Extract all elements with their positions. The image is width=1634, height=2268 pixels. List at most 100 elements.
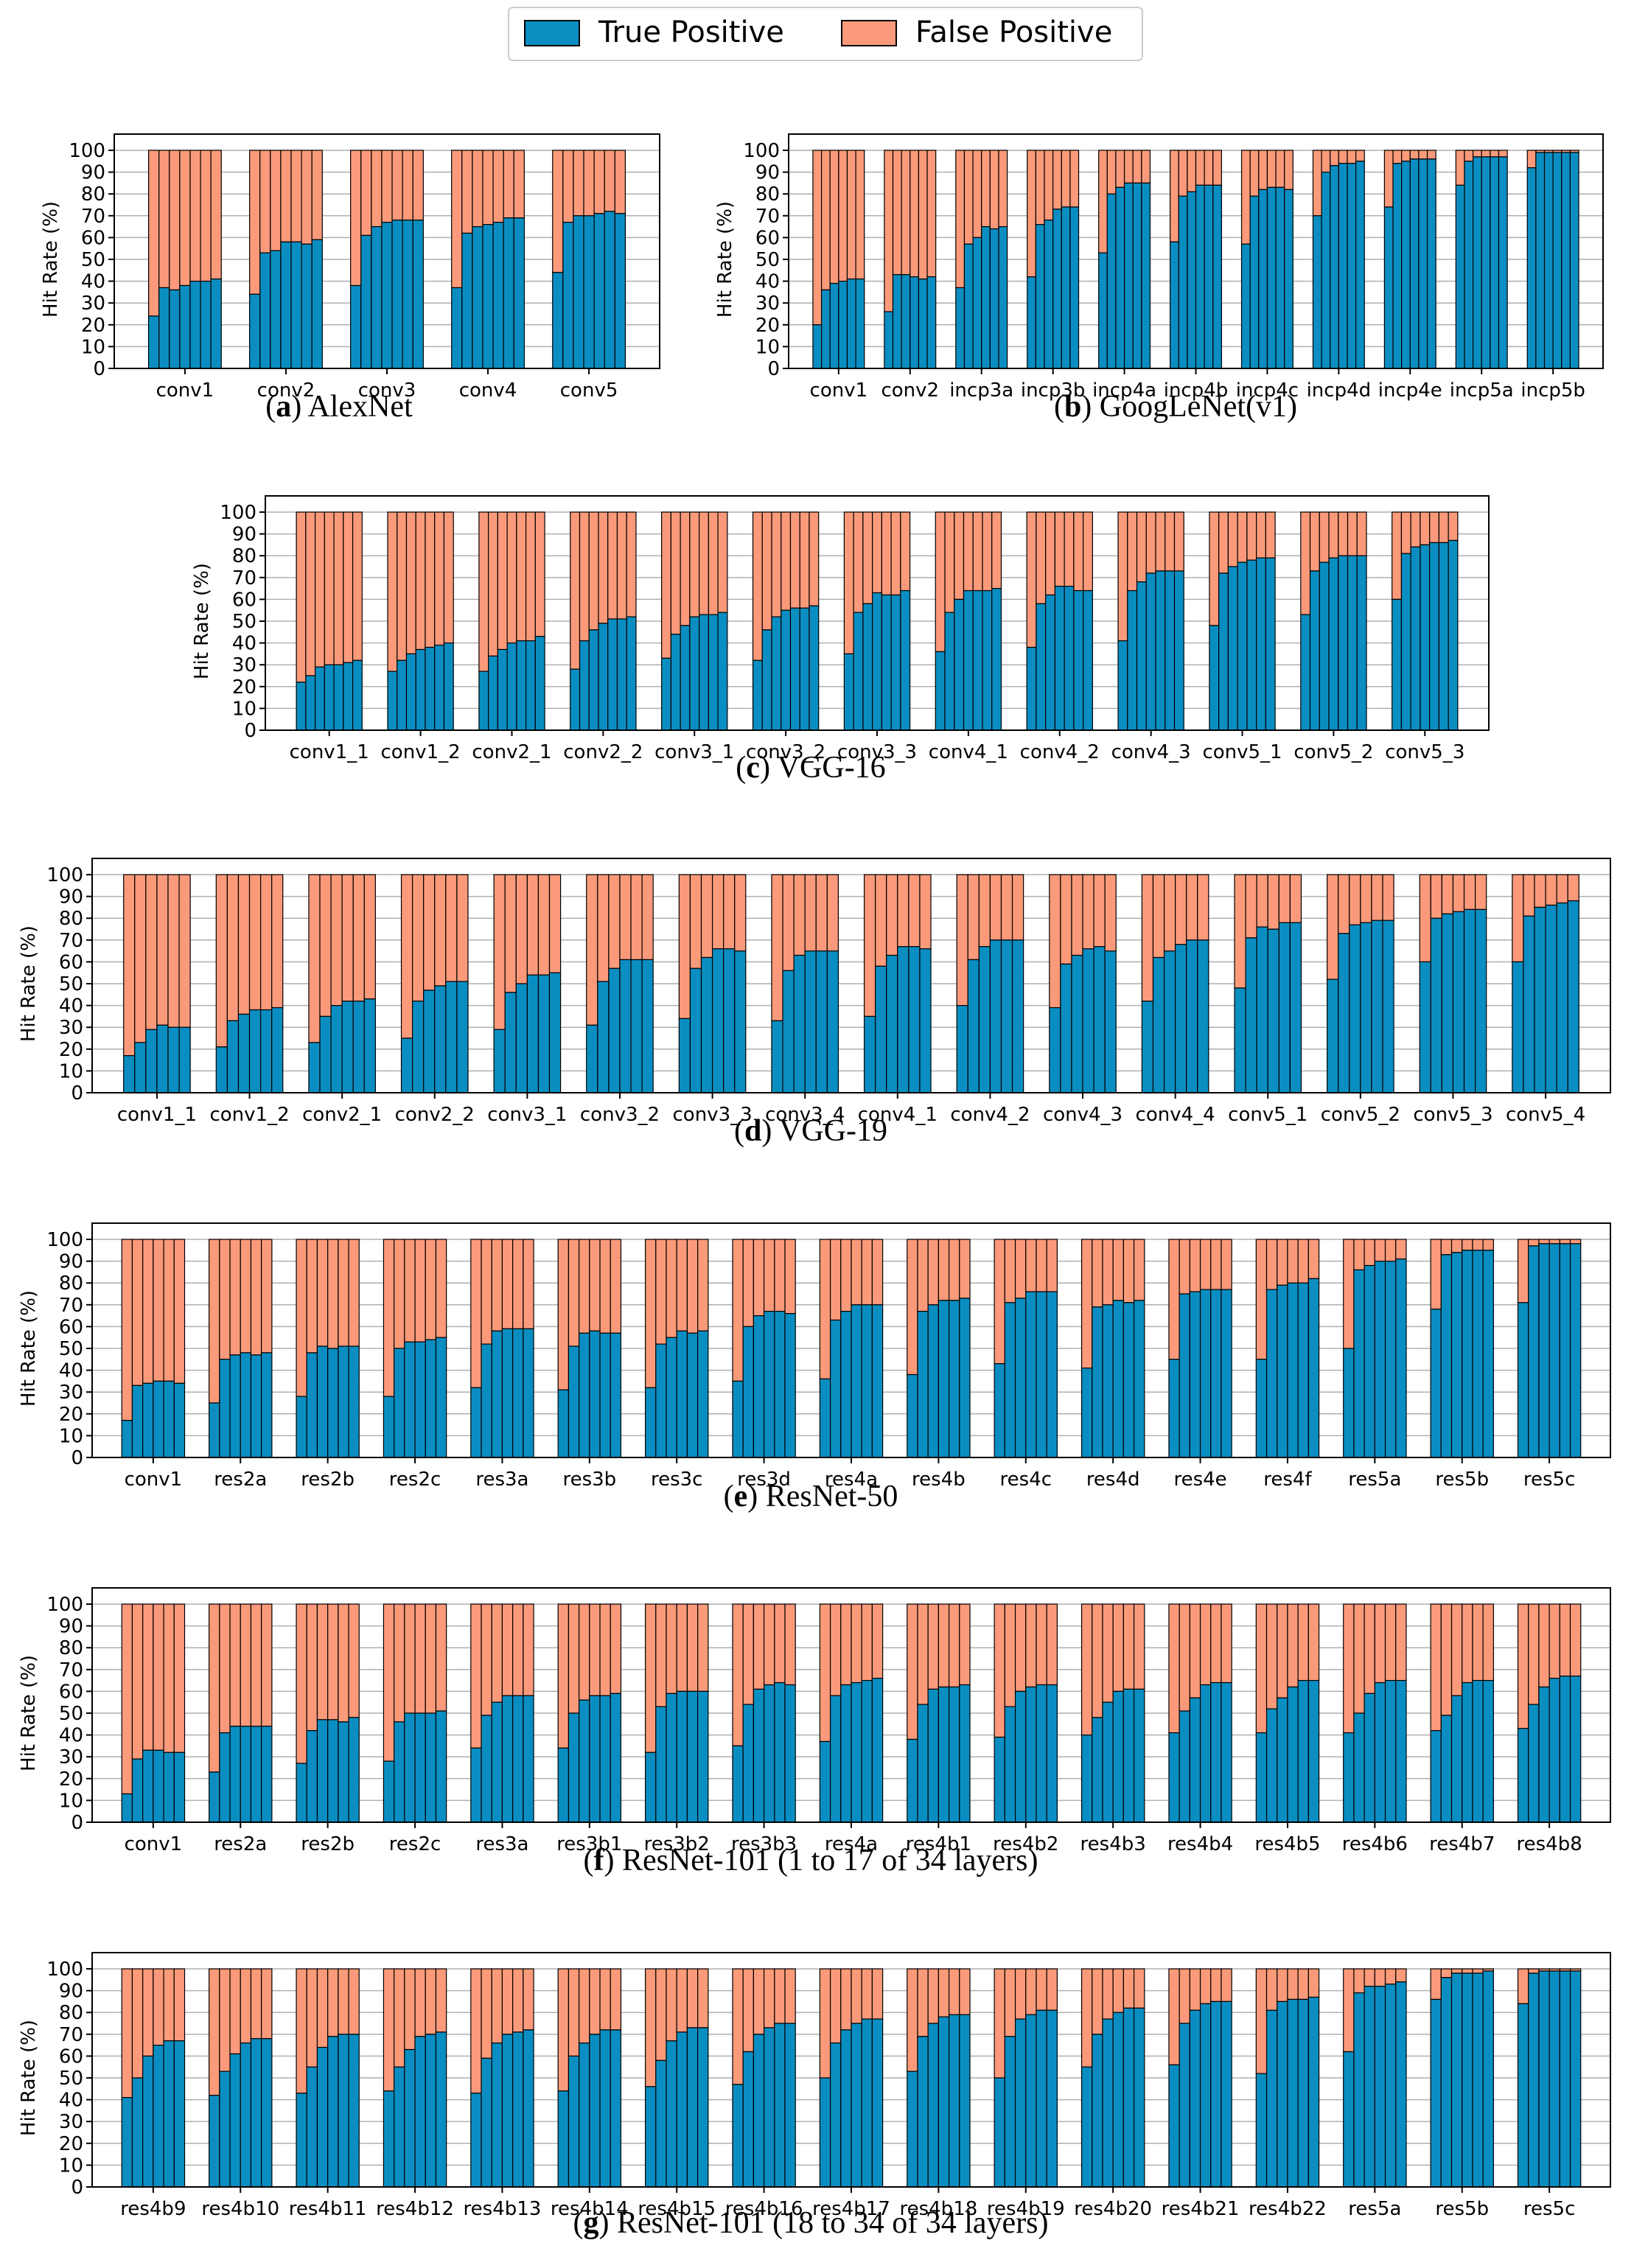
- bar-false-positive: [1426, 150, 1436, 160]
- x-tick-label: conv1_2: [209, 1104, 289, 1126]
- bar-false-positive: [1080, 1603, 1093, 1736]
- bar-false-positive: [523, 1603, 534, 1696]
- bar-true-positive: [700, 956, 713, 1093]
- y-tick-label: 100: [46, 1594, 83, 1616]
- bar-true-positive: [607, 618, 618, 731]
- x-tick-label: incp4d: [1307, 379, 1372, 402]
- x-tick-label: res4b12: [376, 2198, 454, 2220]
- bar-true-positive: [1338, 555, 1349, 731]
- bar-false-positive: [1353, 1239, 1365, 1271]
- y-tick-label: 90: [755, 162, 780, 184]
- bar-true-positive: [387, 671, 398, 731]
- x-tick-label: res4b6: [1342, 1833, 1408, 1855]
- caption-letter: d: [744, 1114, 761, 1148]
- x-tick-label: res3b3: [731, 1833, 797, 1855]
- bar-true-positive: [1462, 1681, 1473, 1823]
- x-tick-label: res4b10: [201, 2198, 279, 2220]
- bar-true-positive: [610, 1332, 622, 1458]
- bar-true-positive: [271, 1007, 284, 1093]
- bar-false-positive: [290, 150, 302, 242]
- bar-true-positive: [121, 2097, 133, 2188]
- bar-true-positive: [363, 998, 376, 1093]
- bar-false-positive: [678, 874, 691, 1019]
- bar-true-positive: [305, 675, 316, 731]
- bar-false-positive: [134, 874, 147, 1043]
- bar-false-positive: [1027, 150, 1036, 278]
- bar-true-positive: [330, 1004, 343, 1093]
- bar-false-positive: [689, 874, 702, 969]
- bar-true-positive: [1556, 902, 1568, 1093]
- bar-true-positive: [1255, 1359, 1268, 1458]
- bar-false-positive: [855, 150, 865, 280]
- y-axis-label: Hit Rate (%): [18, 1655, 40, 1771]
- bar-true-positive: [1364, 1986, 1375, 2188]
- x-tick-label: incp3a: [949, 379, 1013, 402]
- bar-true-positive: [851, 1304, 862, 1458]
- bar-false-positive: [394, 1239, 405, 1349]
- bar-false-positive: [306, 1603, 318, 1732]
- bar-true-positive: [1168, 2064, 1180, 2188]
- bar-true-positive: [1102, 2018, 1114, 2188]
- bar-true-positive: [523, 2029, 534, 2188]
- bar-false-positive: [525, 511, 536, 642]
- bar-true-positive: [1064, 586, 1075, 731]
- bar-true-positive: [1052, 209, 1062, 369]
- bar-false-positive: [1036, 1603, 1047, 1686]
- bar-false-positive: [1395, 1968, 1407, 1983]
- y-tick-label: 60: [59, 2045, 83, 2068]
- y-tick-label: 40: [59, 1360, 83, 1382]
- bar-false-positive: [1384, 1968, 1397, 1985]
- bar-false-positive: [616, 511, 627, 620]
- bar-true-positive: [1025, 1686, 1037, 1823]
- bar-true-positive: [1284, 189, 1293, 369]
- bar-false-positive: [1082, 874, 1094, 950]
- bar-true-positive: [1481, 156, 1491, 369]
- bar-true-positive: [1528, 1704, 1540, 1823]
- bar-false-positive: [1234, 874, 1246, 989]
- bar-true-positive: [774, 1311, 786, 1458]
- bar-false-positive: [1112, 1603, 1124, 1693]
- bar-false-positive: [655, 1968, 667, 2061]
- bar-false-positive: [271, 874, 284, 1009]
- x-tick-label: res5b: [1435, 2198, 1489, 2220]
- bar-false-positive: [383, 1239, 395, 1397]
- bar-false-positive: [871, 1603, 884, 1679]
- bar-false-positive: [1321, 150, 1331, 173]
- bar-true-positive: [1092, 2034, 1103, 2188]
- x-tick-label: res5a: [1348, 2198, 1401, 2220]
- bar-false-positive: [907, 1603, 918, 1740]
- bar-false-positive: [699, 511, 709, 615]
- bar-true-positive: [1209, 625, 1220, 731]
- bar-true-positive: [686, 1332, 699, 1458]
- bar-false-positive: [169, 150, 181, 291]
- bar-true-positive: [568, 1712, 580, 1823]
- bar-false-positive: [1328, 511, 1339, 559]
- bar-true-positive: [732, 1380, 744, 1458]
- y-tick-label: 0: [244, 720, 256, 742]
- bar-true-positive: [901, 274, 911, 369]
- bar-true-positive: [1179, 2023, 1190, 2188]
- bar-false-positive: [434, 511, 445, 646]
- x-tick-label: res4e: [1173, 1469, 1226, 1491]
- bar-true-positive: [1360, 922, 1372, 1093]
- bar-true-positive: [481, 2057, 492, 2188]
- bar-true-positive: [1538, 1686, 1550, 1823]
- bar-false-positive: [1464, 150, 1474, 162]
- bar-false-positive: [1338, 874, 1350, 934]
- bar-true-positive: [1122, 2007, 1135, 2188]
- bar-false-positive: [1168, 1239, 1180, 1360]
- bar-true-positive: [1543, 152, 1554, 369]
- x-tick-label: conv3_2: [580, 1104, 660, 1126]
- bar-true-positive: [497, 648, 508, 731]
- bar-false-positive: [1168, 1603, 1180, 1734]
- bar-false-positive: [901, 150, 911, 276]
- x-tick-label: conv1_1: [117, 1104, 197, 1126]
- bar-true-positive: [1133, 1688, 1145, 1823]
- bar-false-positive: [1287, 1239, 1299, 1284]
- plot-frame: [114, 133, 660, 369]
- y-tick-label: 10: [232, 698, 256, 720]
- bar-false-positive: [1195, 150, 1205, 186]
- bar-false-positive: [404, 1968, 416, 2051]
- bar-false-positive: [1472, 1239, 1484, 1251]
- x-tick-label: incp5b: [1520, 379, 1585, 402]
